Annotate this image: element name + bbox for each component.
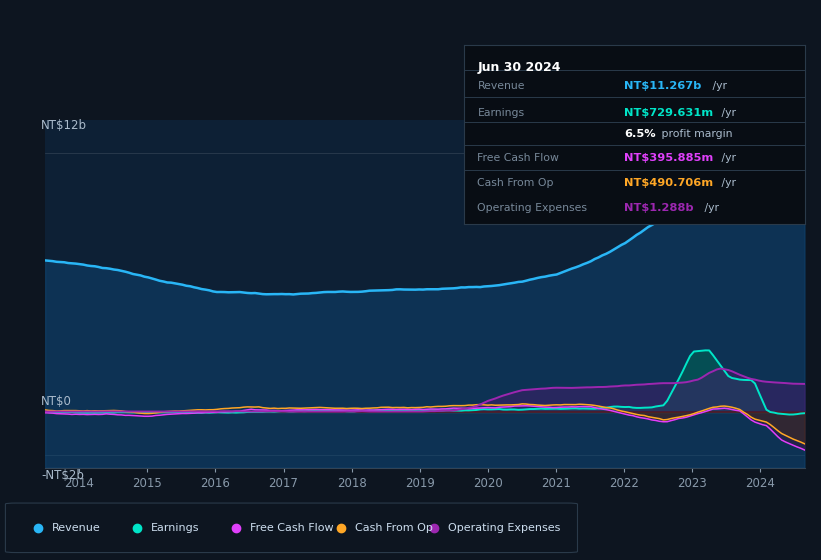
Text: NT$729.631m: NT$729.631m xyxy=(624,108,713,118)
Text: /yr: /yr xyxy=(700,203,718,213)
Text: Earnings: Earnings xyxy=(478,108,525,118)
Text: /yr: /yr xyxy=(718,178,736,188)
Text: -NT$2b: -NT$2b xyxy=(41,469,85,482)
Text: /yr: /yr xyxy=(718,153,736,163)
Text: profit margin: profit margin xyxy=(658,129,732,139)
Text: Revenue: Revenue xyxy=(478,81,525,91)
Text: Earnings: Earnings xyxy=(151,523,200,533)
Text: Operating Expenses: Operating Expenses xyxy=(448,523,561,533)
Text: NT$1.288b: NT$1.288b xyxy=(624,203,694,213)
Text: Operating Expenses: Operating Expenses xyxy=(478,203,588,213)
Text: NT$11.267b: NT$11.267b xyxy=(624,81,701,91)
Text: NT$0: NT$0 xyxy=(41,395,72,408)
Text: Free Cash Flow: Free Cash Flow xyxy=(250,523,334,533)
Text: /yr: /yr xyxy=(709,81,727,91)
Text: 6.5%: 6.5% xyxy=(624,129,656,139)
Text: Cash From Op: Cash From Op xyxy=(478,178,554,188)
Text: NT$490.706m: NT$490.706m xyxy=(624,178,713,188)
Text: Revenue: Revenue xyxy=(53,523,101,533)
Text: NT$12b: NT$12b xyxy=(41,119,87,132)
Text: Free Cash Flow: Free Cash Flow xyxy=(478,153,559,163)
Text: NT$395.885m: NT$395.885m xyxy=(624,153,713,163)
Text: Cash From Op: Cash From Op xyxy=(355,523,433,533)
Text: /yr: /yr xyxy=(718,108,736,118)
Text: Jun 30 2024: Jun 30 2024 xyxy=(478,61,561,74)
